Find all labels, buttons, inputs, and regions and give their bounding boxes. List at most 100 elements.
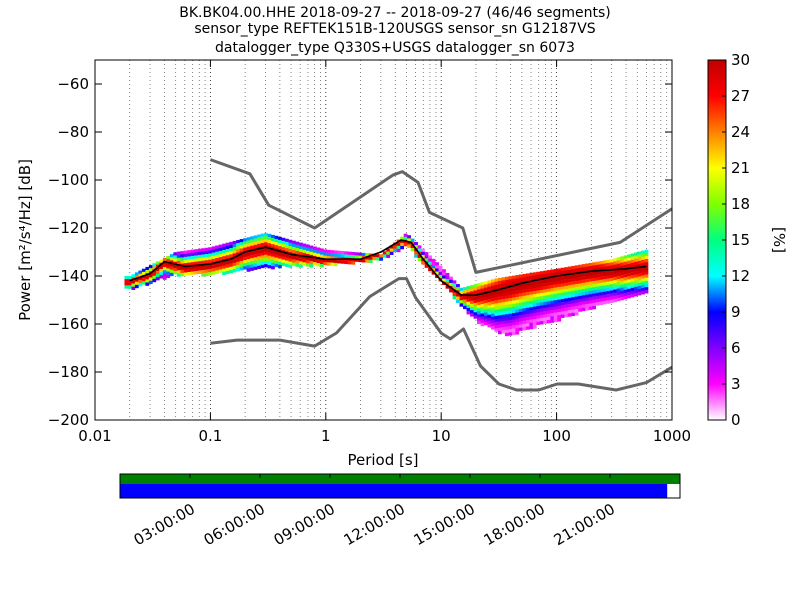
- heatmap-cell: [585, 304, 590, 308]
- heatmap-cell: [239, 260, 244, 265]
- heatmap-cell: [421, 254, 425, 259]
- heatmap-cell: [553, 297, 558, 301]
- heatmap-cell: [152, 266, 157, 270]
- heatmap-cell: [550, 300, 555, 305]
- heatmap-cell: [218, 257, 223, 261]
- heatmap-cell: [452, 295, 457, 300]
- heatmap-cell: [330, 253, 335, 257]
- heatmap-cell: [208, 253, 213, 257]
- heatmap-cell: [553, 268, 558, 273]
- heatmap-cell: [340, 251, 345, 255]
- heatmap-cell: [522, 273, 527, 278]
- heatmap-cell: [609, 277, 614, 282]
- heatmap-cell: [162, 273, 167, 277]
- chart-title-line-3: datalogger_type Q330S+USGS datalogger_sn…: [215, 40, 575, 56]
- y-tick-label: −60: [57, 75, 89, 93]
- heatmap-cell: [285, 244, 289, 249]
- heatmap-cell: [592, 287, 596, 291]
- heatmap-cell: [560, 298, 565, 303]
- heatmap-cell: [641, 281, 645, 286]
- heatmap-cell: [578, 283, 583, 287]
- colorbar-tick-label: 6: [731, 339, 741, 357]
- heatmap-cell: [641, 266, 645, 270]
- heatmap-cell: [511, 325, 516, 329]
- heatmap-cell: [211, 255, 216, 260]
- heatmap-cell: [271, 253, 275, 257]
- heatmap-cell: [243, 241, 247, 245]
- heatmap-cell: [504, 323, 509, 327]
- heatmap-cell: [532, 325, 537, 329]
- heatmap-cell: [190, 262, 195, 266]
- heatmap-cell: [616, 260, 621, 264]
- heatmap-cell: [620, 281, 624, 285]
- heatmap-cell: [459, 303, 464, 307]
- colorbar-tick-label: 9: [731, 303, 741, 321]
- heatmap-cell: [508, 319, 513, 324]
- heatmap-cell: [497, 299, 502, 304]
- heatmap-cell: [620, 259, 624, 263]
- heatmap-cell: [581, 273, 586, 277]
- colorbar-tick-label: 18: [731, 195, 750, 213]
- heatmap-cell: [305, 253, 310, 258]
- heatmap-cell: [204, 247, 209, 252]
- heatmap-cell: [634, 252, 638, 256]
- heatmap-cell: [487, 295, 492, 300]
- heatmap-cell: [466, 311, 471, 315]
- heatmap-cell: [515, 306, 520, 310]
- heatmap-cell: [606, 287, 610, 292]
- heatmap-cell: [302, 243, 307, 247]
- heatmap-cell: [169, 266, 174, 270]
- heatmap-cell: [627, 291, 631, 296]
- heatmap-cell: [609, 271, 614, 276]
- heatmap-cell: [431, 258, 436, 263]
- heatmap-cell: [511, 309, 516, 314]
- heatmap-cell: [613, 295, 617, 300]
- heatmap-cell: [358, 252, 363, 256]
- heatmap-cell: [197, 267, 202, 271]
- heatmap-cell: [630, 259, 635, 264]
- heatmap-cell: [449, 279, 453, 284]
- heatmap-cell: [522, 280, 527, 284]
- heatmap-cell: [504, 320, 509, 324]
- heatmap-cell: [176, 254, 181, 259]
- heatmap-cell: [288, 264, 293, 268]
- heatmap-cell: [257, 262, 261, 266]
- heatmap-cell: [539, 305, 544, 309]
- heatmap-cell: [578, 267, 583, 272]
- heatmap-cell: [180, 260, 185, 264]
- heatmap-cell: [518, 277, 523, 281]
- heatmap-cell: [494, 300, 499, 304]
- heatmap-cell: [508, 276, 513, 280]
- heatmap-cell: [511, 275, 516, 279]
- heatmap-cell: [445, 282, 450, 286]
- heatmap-cell: [396, 245, 401, 250]
- heatmap-cell: [497, 330, 502, 335]
- heatmap-cell: [550, 285, 555, 289]
- heatmap-cell: [557, 268, 562, 272]
- heatmap-cell: [463, 287, 467, 291]
- heatmap-cell: [501, 327, 506, 331]
- heatmap-cell: [141, 271, 146, 276]
- heatmap-cell: [609, 296, 614, 301]
- heatmap-cell: [518, 287, 523, 291]
- heatmap-cell: [298, 264, 303, 268]
- colorbar-tick-label: 3: [731, 375, 741, 393]
- heatmap-cell: [560, 292, 565, 297]
- heatmap-cell: [644, 249, 649, 253]
- heatmap-cell: [515, 312, 520, 316]
- heatmap-cell: [162, 267, 167, 271]
- heatmap-cell: [333, 262, 338, 267]
- heatmap-cell: [257, 250, 261, 254]
- heatmap-cell: [274, 235, 279, 240]
- heatmap-cell: [578, 295, 583, 300]
- heatmap-cell: [637, 260, 642, 265]
- heatmap-cell: [253, 241, 258, 246]
- y-tick-label: −180: [48, 363, 89, 381]
- heatmap-cell: [515, 278, 520, 282]
- heatmap-cell: [246, 265, 251, 269]
- heatmap-cell: [305, 250, 310, 255]
- heatmap-cell: [264, 257, 268, 262]
- heatmap-cell: [449, 276, 453, 280]
- heatmap-cell: [477, 311, 481, 315]
- heatmap-cell: [298, 251, 303, 256]
